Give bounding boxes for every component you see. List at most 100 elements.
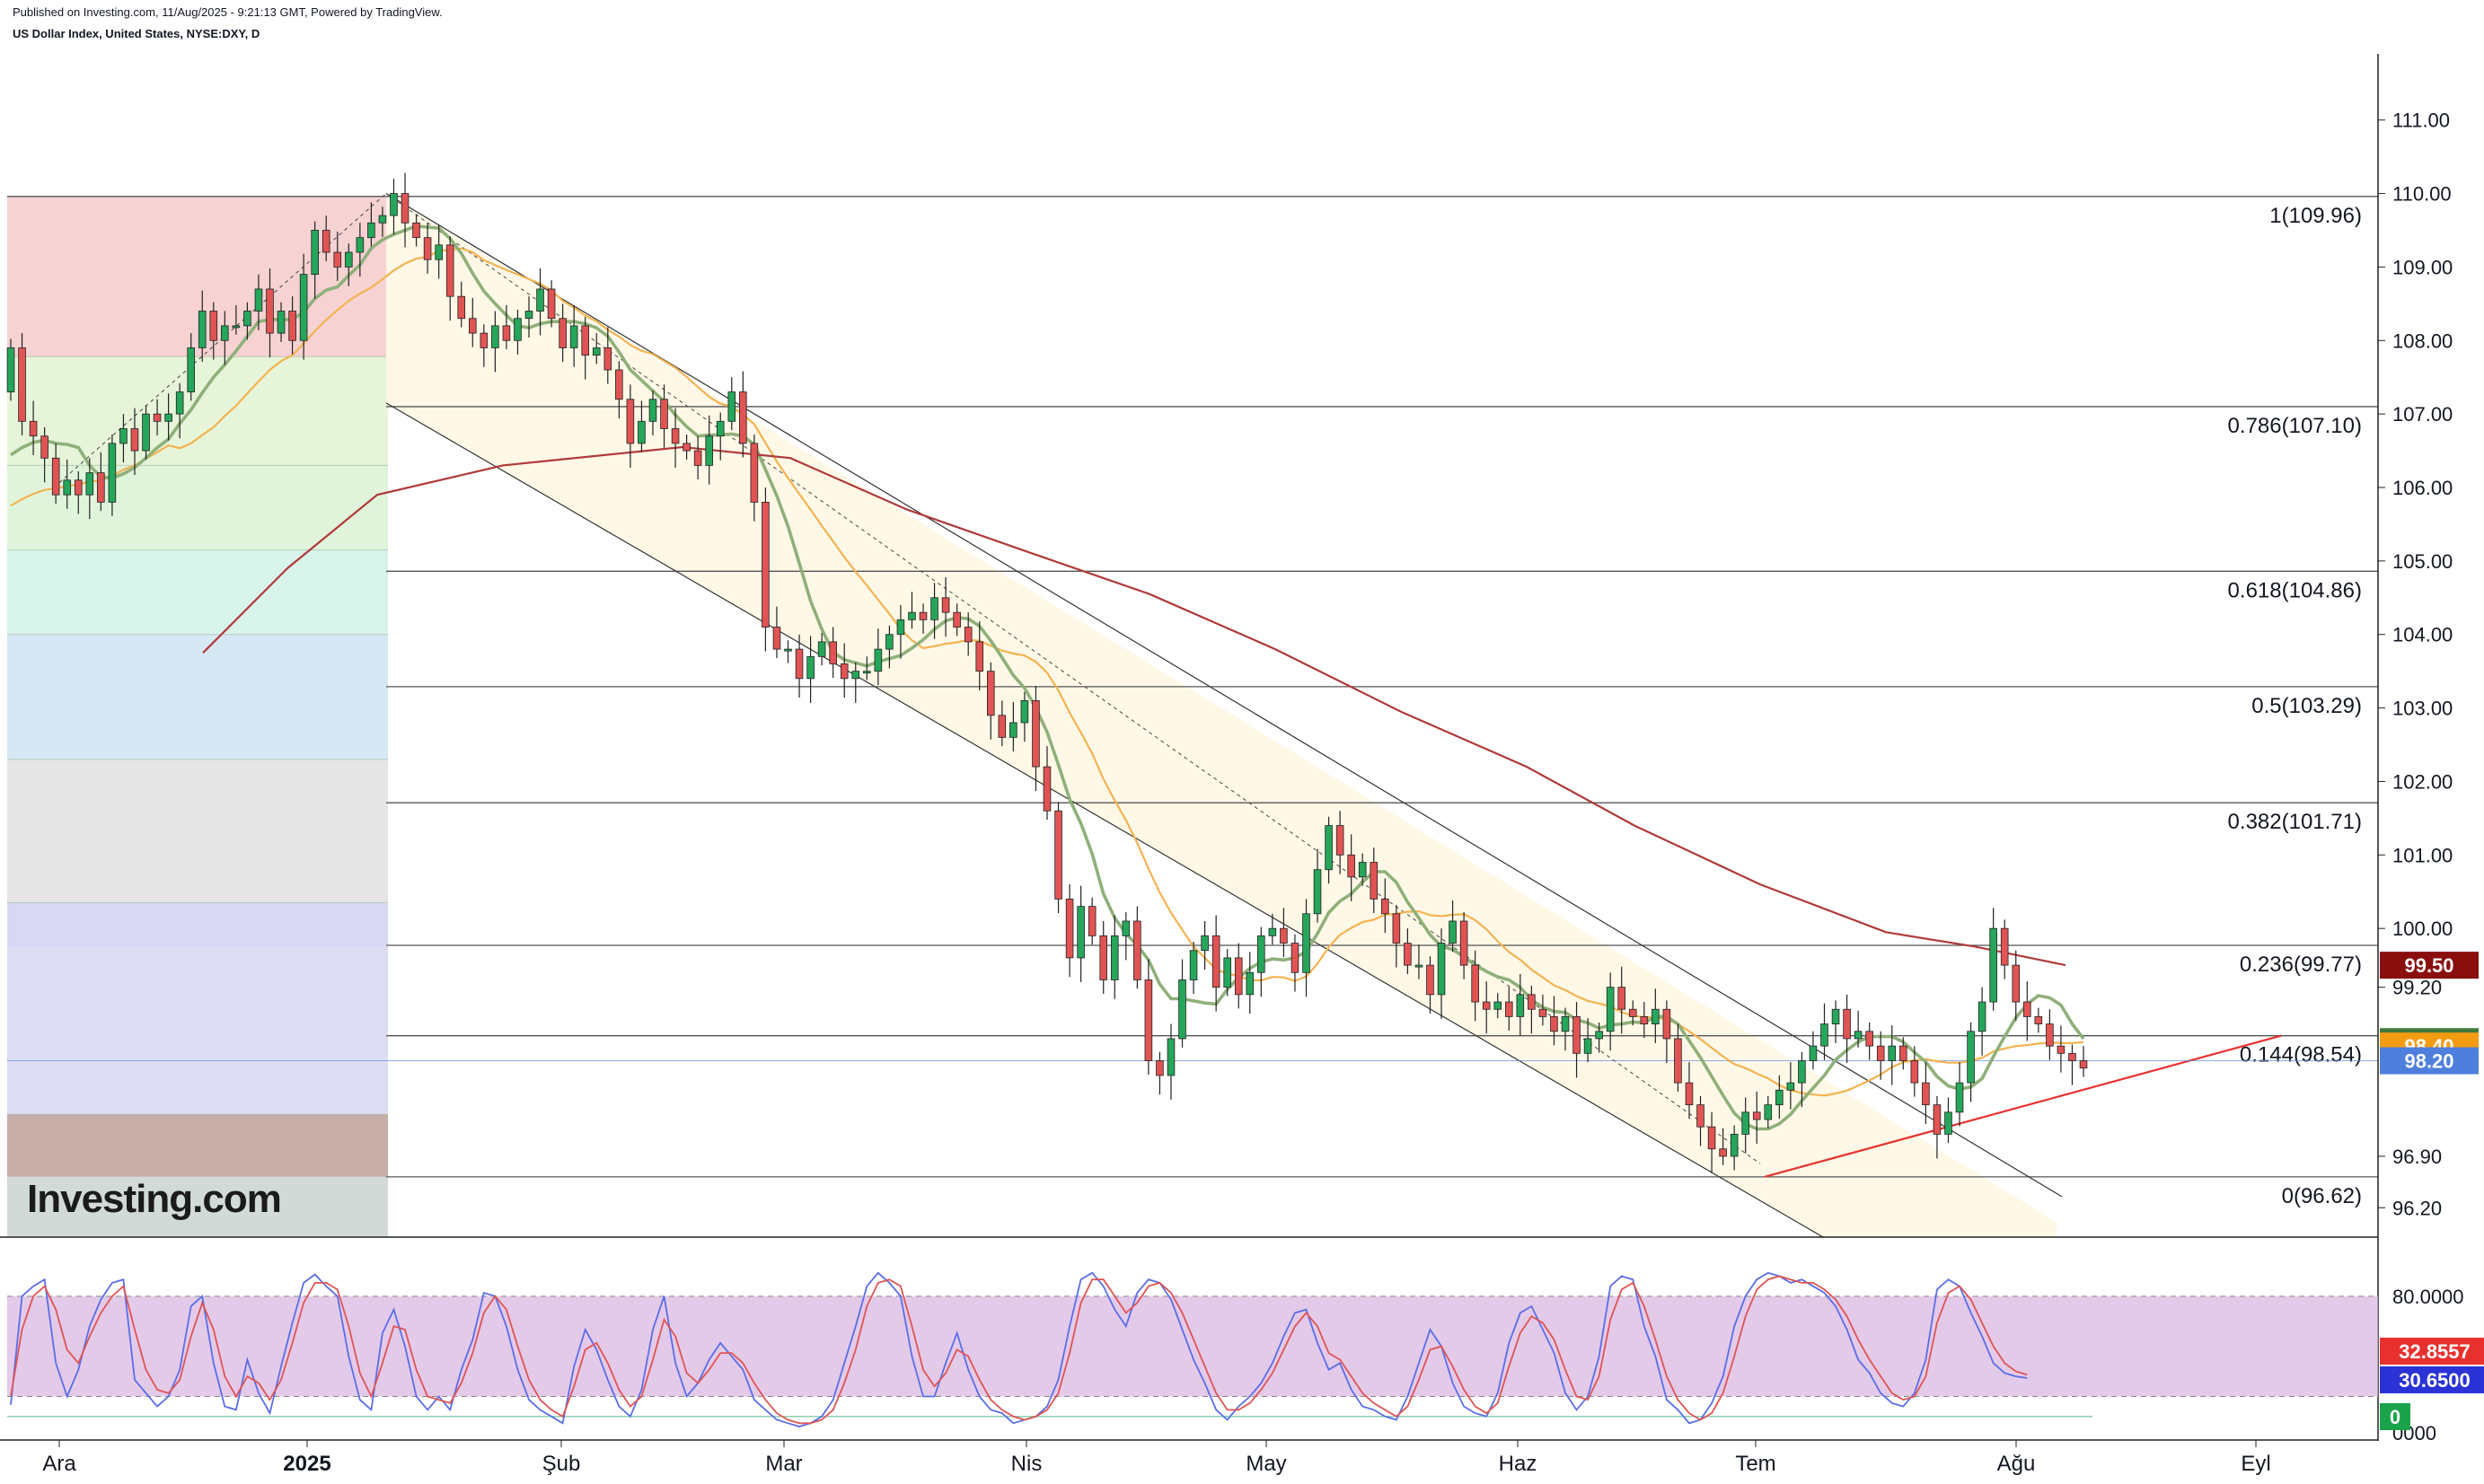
candle-body	[266, 288, 274, 334]
osc-price-tag	[2380, 1366, 2484, 1393]
candle-body	[1606, 987, 1615, 1032]
candle-body	[536, 288, 544, 312]
candle-body	[299, 274, 308, 341]
fib-label: 1(109.96)	[2269, 204, 2362, 228]
candle-body	[1032, 699, 1040, 768]
candle-body	[874, 648, 883, 672]
x-tick-label: Ara	[42, 1452, 76, 1476]
candle-body	[1989, 927, 1997, 1003]
candle-body	[1234, 957, 1243, 996]
candle-body	[784, 648, 792, 652]
candle-body	[1449, 920, 1457, 944]
y-tick-label: 110.00	[2392, 183, 2452, 206]
candle-body	[1572, 1016, 1581, 1054]
candle-body	[1595, 1031, 1603, 1040]
candle-body	[1144, 979, 1153, 1061]
candle-body	[851, 671, 860, 680]
candle-body	[1493, 1001, 1502, 1010]
candle-body	[1268, 927, 1277, 936]
investing-logo: Investing.com	[27, 1177, 281, 1221]
candle-body	[85, 472, 94, 496]
candle-body	[885, 634, 894, 650]
candle-body	[74, 479, 83, 496]
candle-body	[97, 472, 105, 503]
candle-body	[423, 237, 432, 260]
candle-body	[1246, 971, 1255, 996]
x-tick-label: May	[1246, 1452, 1286, 1476]
y-tick-label: 107.00	[2392, 403, 2453, 426]
x-tick-label: Şub	[542, 1452, 581, 1476]
candle-body	[1933, 1104, 1942, 1135]
candle-body	[1009, 722, 1017, 738]
candle-body	[1088, 906, 1097, 936]
candle-body	[502, 325, 511, 341]
candle-body	[1211, 935, 1220, 988]
candle-body	[1775, 1089, 1784, 1106]
candle-body	[1459, 920, 1468, 966]
candle-body	[569, 325, 578, 348]
fib-label: 0.5(103.29)	[2251, 694, 2362, 718]
y-tick-label: 102.00	[2392, 770, 2453, 793]
y-tick-label: 99.20	[2392, 977, 2442, 999]
candle-body	[468, 318, 477, 334]
osc-price-tag	[2380, 1403, 2410, 1430]
candle-body	[2034, 1016, 2043, 1024]
candle-body	[142, 413, 150, 452]
y-tick-label: 109.00	[2392, 256, 2453, 278]
candle-body	[919, 611, 928, 620]
candle-body	[1707, 1126, 1716, 1150]
fib-label: 0.236(99.77)	[2240, 953, 2362, 977]
sma-100-line	[202, 445, 2066, 967]
channel-upper-line	[385, 193, 2063, 1198]
candle-body	[817, 641, 826, 657]
candle-body	[1392, 913, 1401, 944]
candle-body	[1347, 854, 1355, 878]
candle-body	[1290, 943, 1299, 973]
candle-body	[51, 457, 60, 496]
candle-body	[547, 288, 556, 320]
candle-body	[1764, 1104, 1773, 1120]
candle-body	[1201, 935, 1209, 952]
candle-body	[559, 318, 567, 348]
fib-zone	[7, 196, 388, 357]
candle-body	[209, 311, 218, 341]
osc-y-tick-label: 80.0000	[2392, 1286, 2464, 1308]
candle-body	[1865, 1031, 1873, 1047]
sma-10-line	[10, 224, 2085, 1131]
candle-body	[964, 627, 973, 643]
candle-body	[1843, 1008, 1851, 1040]
candle-body	[660, 399, 668, 429]
candle-body	[412, 222, 420, 239]
candle-body	[1628, 1008, 1637, 1017]
candle-body	[638, 420, 646, 444]
y-tick-label: 104.00	[2392, 624, 2453, 646]
candle-body	[1674, 1038, 1682, 1084]
sma-20-line	[10, 247, 2084, 1097]
candle-body	[445, 244, 454, 297]
candle-body	[2046, 1023, 2054, 1047]
candle-body	[1325, 825, 1333, 871]
candle-body	[175, 391, 184, 415]
osc-price-tag	[2380, 1338, 2484, 1365]
fib-zone	[7, 1176, 388, 1237]
candle-body	[1280, 927, 1288, 944]
candle-body	[1528, 994, 1536, 1010]
fib-zone	[7, 465, 388, 550]
candle-body	[1583, 1038, 1592, 1054]
y-tick-label: 108.00	[2392, 329, 2453, 352]
candle-body	[795, 648, 804, 680]
candle-body	[1370, 862, 1379, 900]
candle-body	[288, 311, 296, 341]
candle-body	[345, 251, 353, 268]
y-tick-label: 103.00	[2392, 698, 2453, 720]
candle-body	[333, 251, 342, 268]
candle-body	[863, 671, 871, 674]
candle-body	[2012, 964, 2021, 1003]
candle-body	[683, 443, 691, 452]
candle-body	[2000, 927, 2009, 966]
candle-body	[1065, 899, 1074, 959]
x-tick-label: Tem	[1735, 1452, 1775, 1476]
candle-body	[727, 391, 736, 422]
